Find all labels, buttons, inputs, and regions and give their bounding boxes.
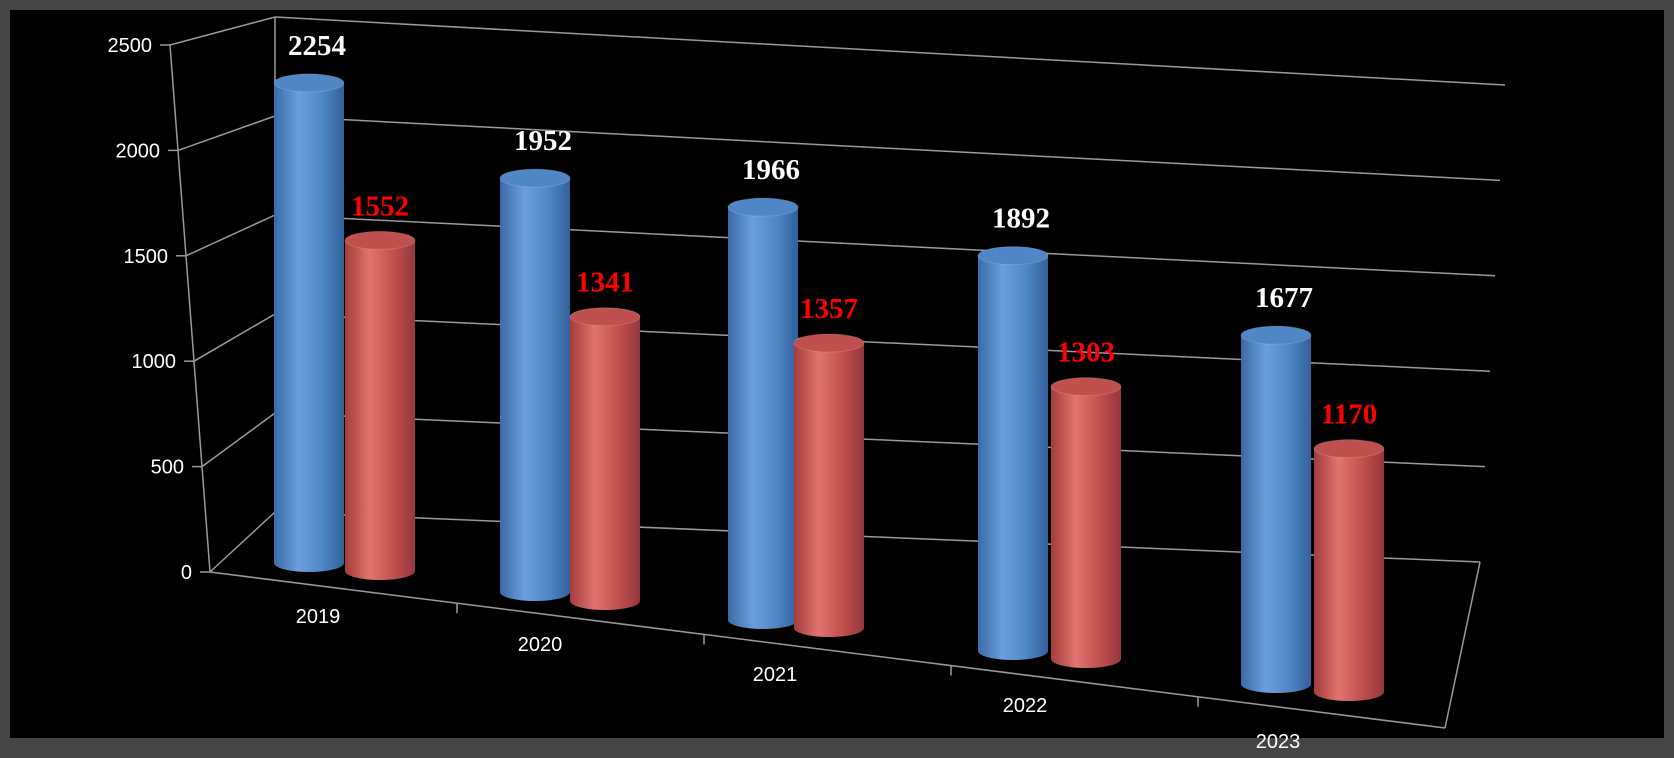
- data-label: 2254: [288, 30, 346, 62]
- y-tick-label: 500: [151, 457, 184, 479]
- bar-top: [344, 230, 416, 250]
- data-label: 1341: [576, 267, 634, 299]
- bar-body: [345, 240, 415, 580]
- bar-2021-s1: [793, 333, 865, 637]
- gridline: [274, 16, 1506, 86]
- gridline-side: [201, 412, 276, 468]
- gridline-side: [209, 511, 276, 573]
- bar-top: [977, 246, 1049, 266]
- bar-top: [793, 333, 865, 353]
- gridlines: [169, 16, 1506, 573]
- bar-top: [499, 168, 571, 188]
- data-label: 1303: [1057, 337, 1115, 369]
- bar-body: [1314, 448, 1384, 701]
- bar-2020-s1: [569, 307, 641, 610]
- gridline-side: [177, 115, 276, 152]
- y-tick-label: 2000: [116, 140, 161, 162]
- y-tick-label: 2500: [108, 35, 153, 57]
- gridline-side: [185, 214, 276, 257]
- y-tick-label: 1000: [132, 351, 177, 373]
- bar-2019-s0: [273, 73, 345, 572]
- gridline-side: [193, 313, 276, 362]
- x-axis-line: [209, 571, 1446, 729]
- x-tick-label: 2023: [1256, 731, 1301, 753]
- bar-2020-s0: [499, 168, 571, 601]
- data-label: 1357: [800, 293, 858, 325]
- y-tick-label: 0: [181, 562, 192, 584]
- axes: 0 500 1000 1500 2000 2500 2019 2020 2021 2022 2023: [108, 17, 1481, 753]
- data-label: 1170: [1321, 399, 1377, 431]
- bar-body: [1051, 386, 1121, 668]
- data-label: 1952: [514, 125, 572, 157]
- bar-body: [794, 343, 864, 637]
- x-tick-label: 2020: [518, 634, 563, 656]
- bar-2023-s1: [1313, 439, 1385, 701]
- data-label: 1892: [992, 203, 1050, 235]
- gridline: [274, 115, 1501, 182]
- bar-top: [273, 73, 345, 93]
- bar-body: [500, 178, 570, 601]
- bar-body: [728, 207, 798, 629]
- bar-top: [1313, 439, 1385, 459]
- bar-top: [569, 307, 641, 327]
- bar-top: [1240, 325, 1312, 345]
- gridline: [274, 214, 1496, 277]
- bar-2022-s0: [977, 246, 1049, 660]
- data-label: 1677: [1255, 282, 1313, 314]
- bar-body: [978, 255, 1048, 660]
- y-axis-line: [169, 44, 211, 573]
- floor-right-edge: [1444, 561, 1481, 729]
- data-label: 1552: [351, 190, 409, 222]
- y-tick-label: 1500: [124, 246, 169, 268]
- bar-top: [727, 197, 799, 217]
- bar-2021-s0: [727, 197, 799, 629]
- bar-body: [1241, 335, 1311, 693]
- x-tick-label: 2019: [296, 606, 341, 628]
- bars: [273, 73, 1385, 701]
- data-label: 1966: [742, 154, 800, 186]
- gridline-side: [169, 16, 276, 46]
- bar-2019-s1: [344, 230, 416, 580]
- bar-body: [274, 82, 344, 572]
- bar-2023-s0: [1240, 325, 1312, 693]
- bar-top: [1050, 377, 1122, 397]
- bar-body: [570, 316, 640, 610]
- x-tick-label: 2022: [1003, 695, 1048, 717]
- x-tick-label: 2021: [753, 664, 798, 686]
- data-labels: 2254 1552 1952 1341 1966 1357 1892 1303 1677 1170: [288, 30, 1377, 431]
- bar-2022-s1: [1050, 377, 1122, 668]
